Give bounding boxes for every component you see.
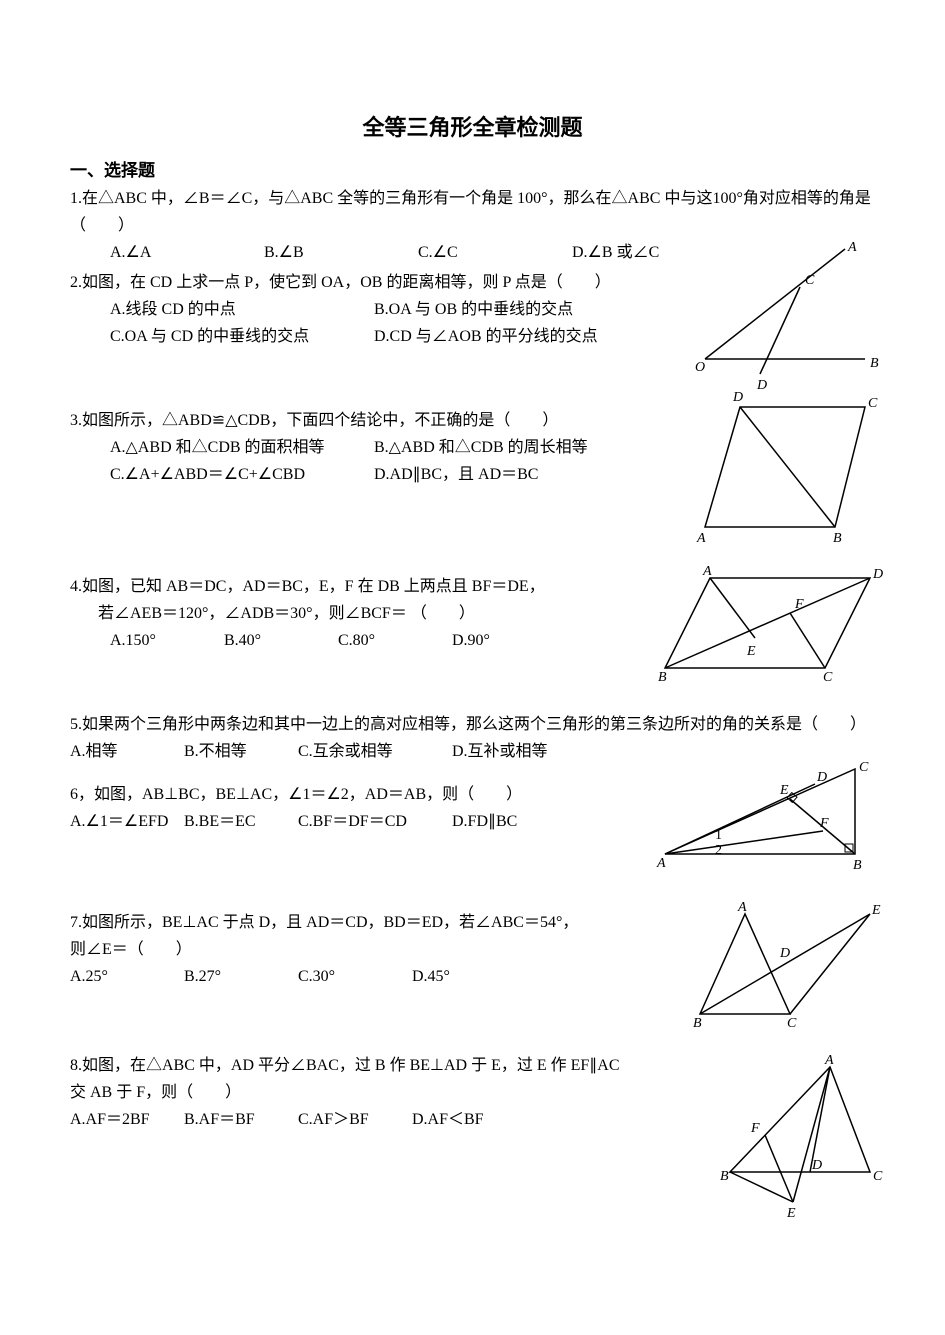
svg-text:D: D <box>872 567 883 582</box>
q8-opt-d: D.AF＜BF <box>412 1106 522 1133</box>
svg-text:B: B <box>833 531 842 546</box>
svg-text:2: 2 <box>715 843 722 858</box>
q1-opt-a: A.∠A <box>110 239 260 266</box>
q7-opt-c: C.30° <box>298 963 408 990</box>
question-6: 6，如图，AB⊥BC，BE⊥AC，∠1＝∠2，AD＝AB，则（ ） A.∠1＝∠… <box>70 781 875 891</box>
q8-figure: A B C D E F <box>715 1052 885 1226</box>
q5-text: 5.如果两个三角形中两条边和其中一边上的高对应相等，那么这两个三角形的第三条边所… <box>70 711 875 738</box>
question-3: 3.如图所示，△ABD≌△CDB，下面四个结论中，不正确的是（ ） A.△ABD… <box>70 407 875 567</box>
q4-opt-d: D.90° <box>452 627 562 654</box>
svg-text:C: C <box>805 273 815 288</box>
svg-text:E: E <box>746 644 756 659</box>
question-4: 4.如图，已知 AB＝DC，AD＝BC，E，F 在 DB 上两点且 BF＝DE，… <box>70 573 875 693</box>
svg-text:B: B <box>693 1016 702 1031</box>
svg-text:A: A <box>737 900 747 915</box>
q2-opt-c: C.OA 与 CD 的中垂线的交点 <box>110 323 370 350</box>
svg-text:F: F <box>819 816 829 831</box>
q6-opt-c: C.BF＝DF＝CD <box>298 808 448 835</box>
q7-opt-b: B.27° <box>184 963 294 990</box>
q2-opt-b: B.OA 与 OB 的中垂线的交点 <box>374 296 634 323</box>
svg-text:A: A <box>702 564 712 579</box>
q1-opt-b: B.∠B <box>264 239 414 266</box>
q6-opt-b: B.BE＝EC <box>184 808 294 835</box>
q3-opt-c: C.∠A+∠ABD＝∠C+∠CBD <box>110 461 370 488</box>
svg-text:A: A <box>847 240 857 255</box>
svg-text:B: B <box>658 670 667 685</box>
q5-opt-c: C.互余或相等 <box>298 738 448 765</box>
section-heading: 一、选择题 <box>70 156 875 181</box>
svg-text:C: C <box>859 760 869 775</box>
svg-text:D: D <box>779 946 790 961</box>
q2-figure: O B A C D <box>685 239 885 398</box>
svg-text:A: A <box>824 1053 834 1068</box>
svg-text:C: C <box>787 1016 797 1031</box>
q8-opt-c: C.AF＞BF <box>298 1106 408 1133</box>
q3-figure: A B C D <box>685 387 885 556</box>
q6-opt-d: D.FD∥BC <box>452 808 562 835</box>
q8-opt-b: B.AF＝BF <box>184 1106 294 1133</box>
page: 全等三角形全章检测题 一、选择题 1.在△ABC 中，∠B＝∠C，与△ABC 全… <box>0 0 945 1272</box>
q2-opt-d: D.CD 与∠AOB 的平分线的交点 <box>374 323 634 350</box>
svg-text:D: D <box>732 390 743 405</box>
svg-text:C: C <box>873 1169 883 1184</box>
svg-text:F: F <box>794 597 804 612</box>
q1-text: 1.在△ABC 中，∠B＝∠C，与△ABC 全等的三角形有一个角是 100°，那… <box>70 185 875 239</box>
q6-figure: A B C D E F 1 2 <box>655 759 885 883</box>
svg-text:E: E <box>786 1206 796 1221</box>
question-8: 8.如图，在△ABC 中，AD 平分∠BAC，过 B 作 BE⊥AD 于 E，过… <box>70 1052 875 1212</box>
q3-opt-b: B.△ABD 和△CDB 的周长相等 <box>374 434 634 461</box>
svg-text:C: C <box>823 670 833 685</box>
q4-opt-b: B.40° <box>224 627 334 654</box>
q7-opt-d: D.45° <box>412 963 522 990</box>
q7-figure: B C A E D <box>685 899 885 1038</box>
q7-opt-a: A.25° <box>70 963 180 990</box>
svg-text:D: D <box>811 1158 822 1173</box>
q6-opt-a: A.∠1＝∠EFD <box>70 808 180 835</box>
svg-text:C: C <box>868 396 878 411</box>
svg-text:A: A <box>696 531 706 546</box>
svg-text:B: B <box>853 858 862 873</box>
q5-opt-d: D.互补或相等 <box>452 738 602 765</box>
q4-opt-a: A.150° <box>110 627 220 654</box>
svg-text:B: B <box>720 1169 729 1184</box>
q5-opt-a: A.相等 <box>70 738 180 765</box>
q8-opt-a: A.AF＝2BF <box>70 1106 180 1133</box>
svg-text:E: E <box>779 783 789 798</box>
q4-opt-c: C.80° <box>338 627 448 654</box>
svg-text:E: E <box>871 903 881 918</box>
page-title: 全等三角形全章检测题 <box>70 110 875 142</box>
svg-text:A: A <box>656 856 666 871</box>
svg-text:D: D <box>816 770 827 785</box>
q1-opt-c: C.∠C <box>418 239 568 266</box>
question-7: 7.如图所示，BE⊥AC 于点 D，且 AD＝CD，BD＝ED，若∠ABC＝54… <box>70 909 875 1044</box>
svg-text:O: O <box>695 360 705 375</box>
q5-opt-b: B.不相等 <box>184 738 294 765</box>
q4-figure: B C D A E F <box>655 563 885 692</box>
q3-opt-d: D.AD∥BC，且 AD＝BC <box>374 461 634 488</box>
question-2: 2.如图，在 CD 上求一点 P，使它到 OA，OB 的距离相等，则 P 点是（… <box>70 269 875 379</box>
svg-text:B: B <box>870 356 879 371</box>
question-5: 5.如果两个三角形中两条边和其中一边上的高对应相等，那么这两个三角形的第三条边所… <box>70 711 875 765</box>
svg-text:1: 1 <box>715 828 722 843</box>
svg-text:F: F <box>750 1121 760 1136</box>
q3-opt-a: A.△ABD 和△CDB 的面积相等 <box>110 434 370 461</box>
q2-opt-a: A.线段 CD 的中点 <box>110 296 370 323</box>
